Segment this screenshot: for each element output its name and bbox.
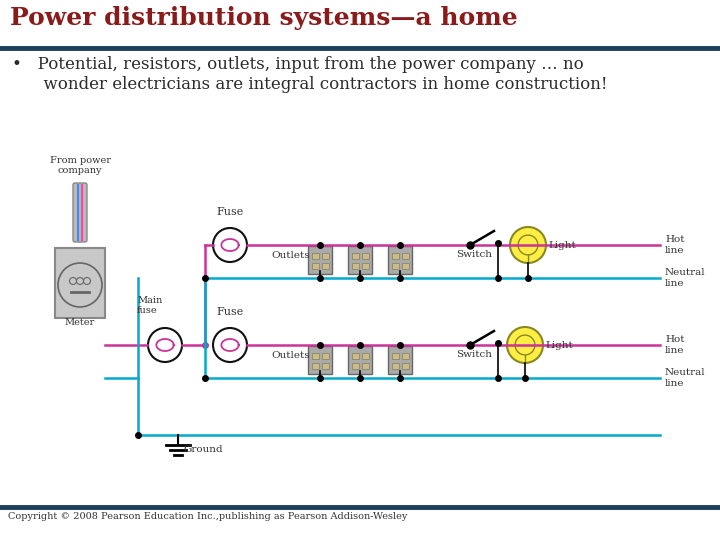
FancyBboxPatch shape: [351, 362, 359, 368]
Circle shape: [510, 227, 546, 263]
FancyBboxPatch shape: [361, 353, 369, 359]
Text: Light: Light: [545, 341, 572, 349]
FancyBboxPatch shape: [402, 253, 408, 259]
FancyBboxPatch shape: [322, 262, 328, 268]
FancyBboxPatch shape: [348, 346, 372, 374]
FancyBboxPatch shape: [312, 353, 318, 359]
FancyBboxPatch shape: [312, 362, 318, 368]
FancyBboxPatch shape: [388, 346, 412, 374]
Circle shape: [507, 327, 543, 363]
Text: Hot
line: Hot line: [665, 235, 685, 255]
Text: Power distribution systems—a home: Power distribution systems—a home: [10, 6, 518, 30]
FancyBboxPatch shape: [361, 262, 369, 268]
FancyBboxPatch shape: [348, 246, 372, 274]
FancyBboxPatch shape: [402, 353, 408, 359]
Text: Fuse: Fuse: [217, 307, 243, 317]
FancyBboxPatch shape: [322, 353, 328, 359]
FancyBboxPatch shape: [402, 262, 408, 268]
Text: Outlets: Outlets: [271, 350, 310, 360]
FancyBboxPatch shape: [388, 246, 412, 274]
Text: Neutral
line: Neutral line: [665, 268, 706, 288]
Text: •   Potential, resistors, outlets, input from the power company … no: • Potential, resistors, outlets, input f…: [12, 56, 584, 73]
FancyBboxPatch shape: [322, 253, 328, 259]
FancyBboxPatch shape: [308, 346, 332, 374]
Text: Main
fuse: Main fuse: [137, 295, 162, 315]
Text: Copyright © 2008 Pearson Education Inc.,publishing as Pearson Addison-Wesley: Copyright © 2008 Pearson Education Inc.,…: [8, 512, 408, 521]
Text: Fuse: Fuse: [217, 207, 243, 217]
FancyBboxPatch shape: [55, 248, 105, 318]
FancyBboxPatch shape: [361, 253, 369, 259]
Text: Ground: Ground: [183, 445, 222, 454]
FancyBboxPatch shape: [392, 353, 398, 359]
FancyBboxPatch shape: [402, 362, 408, 368]
FancyBboxPatch shape: [312, 262, 318, 268]
Text: wonder electricians are integral contractors in home construction!: wonder electricians are integral contrac…: [12, 76, 608, 93]
FancyBboxPatch shape: [361, 362, 369, 368]
FancyBboxPatch shape: [392, 262, 398, 268]
FancyBboxPatch shape: [392, 362, 398, 368]
Text: Outlets: Outlets: [271, 251, 310, 260]
Text: Hot
line: Hot line: [665, 335, 685, 355]
FancyBboxPatch shape: [351, 253, 359, 259]
FancyBboxPatch shape: [73, 183, 87, 242]
Text: Light: Light: [548, 240, 576, 249]
FancyBboxPatch shape: [308, 246, 332, 274]
Text: Neutral
line: Neutral line: [665, 368, 706, 388]
Text: Meter: Meter: [65, 318, 95, 327]
FancyBboxPatch shape: [351, 353, 359, 359]
Text: From power
company: From power company: [50, 156, 110, 175]
FancyBboxPatch shape: [392, 253, 398, 259]
Text: Switch: Switch: [456, 350, 492, 359]
FancyBboxPatch shape: [351, 262, 359, 268]
Text: Switch: Switch: [456, 250, 492, 259]
FancyBboxPatch shape: [312, 253, 318, 259]
FancyBboxPatch shape: [322, 362, 328, 368]
